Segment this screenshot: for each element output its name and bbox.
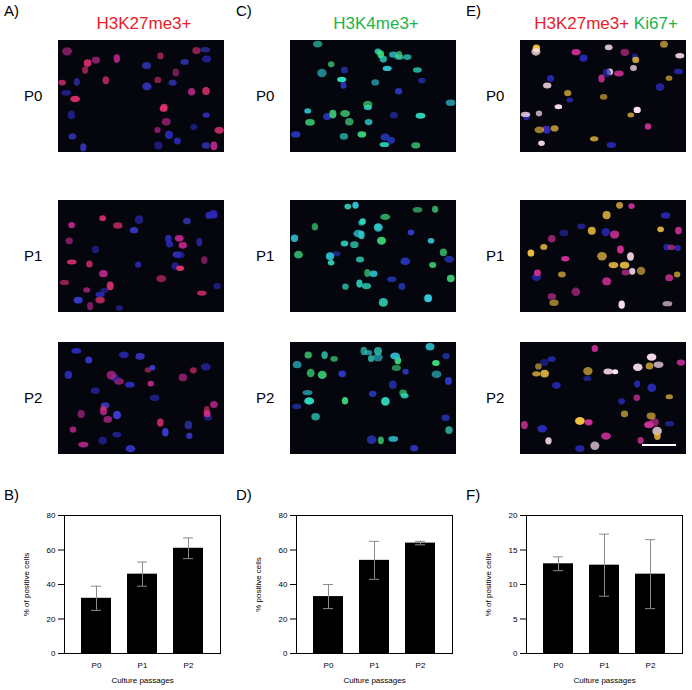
html-text:P1: P1 (256, 247, 275, 264)
svg-text:P1: P1 (138, 661, 148, 670)
svg-text:20: 20 (47, 615, 56, 624)
svg-text:20: 20 (509, 511, 518, 520)
html-text:E): E) (466, 2, 481, 19)
html-text:A): A) (4, 2, 19, 19)
svg-text:0: 0 (513, 649, 518, 658)
svg-text:40: 40 (279, 580, 288, 589)
svg-text:Culture passages: Culture passages (111, 676, 173, 685)
html-text:P0: P0 (486, 87, 505, 104)
svg-text:P0: P0 (92, 661, 102, 670)
html-text:H3K27me3+: H3K27me3+ (96, 14, 192, 33)
html-text:P0: P0 (24, 87, 43, 104)
svg-text:20: 20 (279, 615, 288, 624)
svg-text:60: 60 (47, 546, 56, 555)
svg-text:40: 40 (47, 580, 56, 589)
html-text:H3K4me3+: H3K4me3+ (333, 14, 419, 33)
svg-text:P0: P0 (554, 661, 564, 670)
svg-text:P1: P1 (600, 661, 610, 670)
html-text:H3K27me3+ Ki67+: H3K27me3+ Ki67+ (534, 14, 678, 33)
html-text:F): F) (466, 486, 481, 503)
html-text:P2: P2 (486, 389, 505, 406)
svg-text:Culture passages: Culture passages (573, 676, 635, 685)
svg-text:0: 0 (283, 649, 288, 658)
svg-text:80: 80 (279, 511, 288, 520)
svg-text:10: 10 (509, 580, 518, 589)
html-text:P0: P0 (256, 87, 275, 104)
svg-text:P2: P2 (184, 661, 194, 670)
svg-text:5: 5 (513, 615, 518, 624)
svg-text:P2: P2 (416, 661, 426, 670)
html-text:P1: P1 (486, 247, 505, 264)
svg-text:% positive cells: % positive cells (254, 557, 263, 612)
html-text:P2: P2 (256, 389, 275, 406)
svg-text:Culture passages: Culture passages (343, 676, 405, 685)
svg-text:15: 15 (509, 546, 518, 555)
html-text:B): B) (4, 486, 19, 503)
svg-text:80: 80 (47, 511, 56, 520)
svg-text:60: 60 (279, 546, 288, 555)
svg-text:% of positive cells: % of positive cells (484, 553, 493, 617)
svg-text:% of positive cells: % of positive cells (22, 553, 31, 617)
html-text:P1: P1 (24, 247, 43, 264)
html-text:P2: P2 (24, 389, 43, 406)
svg-text:0: 0 (51, 649, 56, 658)
svg-text:P1: P1 (370, 661, 380, 670)
svg-text:P2: P2 (646, 661, 656, 670)
svg-text:P0: P0 (324, 661, 334, 670)
html-text:C): C) (236, 2, 252, 19)
html-text:D): D) (236, 486, 252, 503)
